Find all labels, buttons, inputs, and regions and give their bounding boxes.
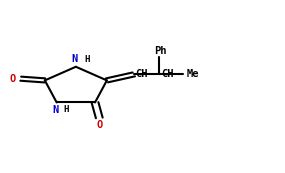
Text: H: H [63, 105, 68, 114]
Text: N: N [71, 54, 78, 64]
Text: N: N [52, 104, 58, 115]
Text: H: H [84, 55, 89, 64]
Text: O: O [9, 74, 16, 84]
Text: Ph: Ph [154, 46, 167, 56]
Text: CH: CH [135, 69, 148, 79]
Text: Me: Me [186, 69, 199, 79]
Text: O: O [96, 120, 102, 130]
Text: CH: CH [161, 69, 173, 79]
